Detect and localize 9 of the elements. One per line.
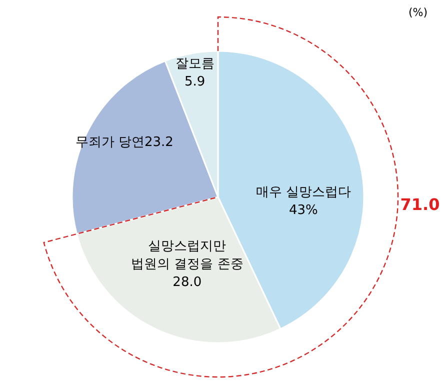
data-label: 43% [289, 202, 318, 218]
data-label: 28.0 [172, 275, 202, 290]
slice-label: 매우 실망스럽다 [256, 184, 352, 200]
data-label: 5.9 [184, 74, 206, 90]
slice-label: 실망스럽지만 법원의 결정을 존중 [131, 239, 244, 272]
slice-label: 잘모름 [175, 56, 214, 72]
text: (%) [408, 6, 428, 19]
text: 71.0 [400, 195, 440, 214]
slice-label: 무죄가 당연23.2 [75, 135, 174, 150]
